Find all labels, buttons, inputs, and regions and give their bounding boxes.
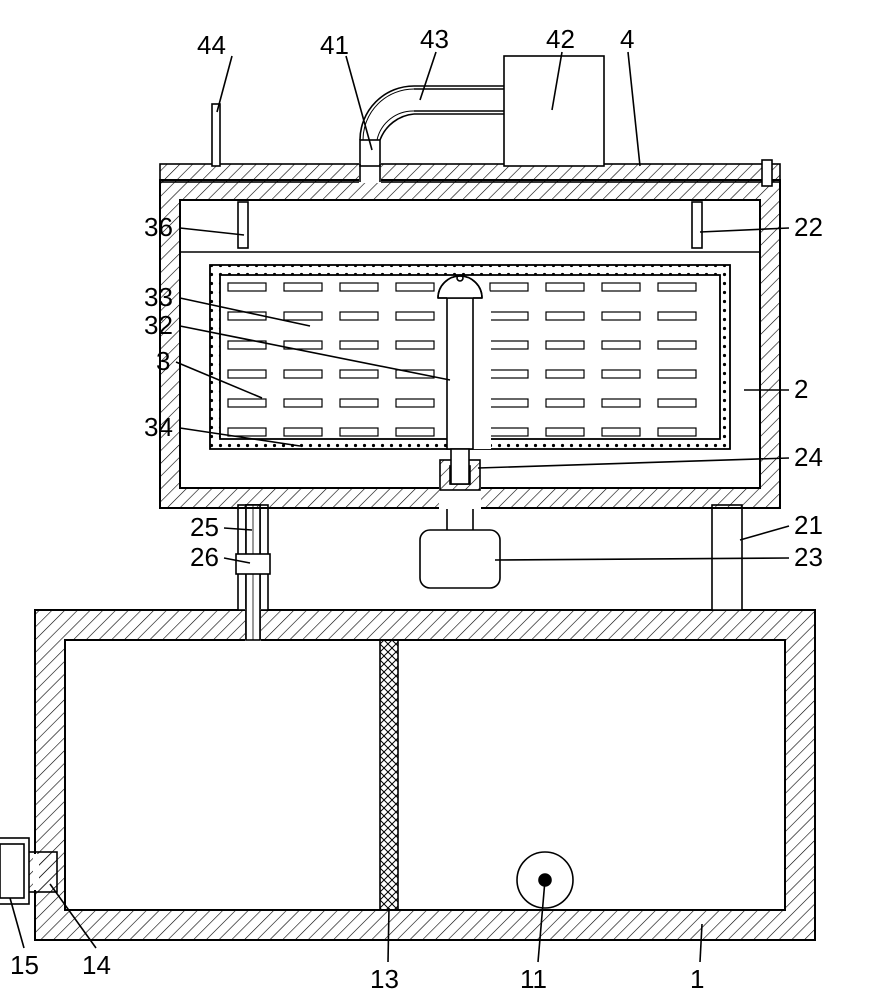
label-44: 44 [197, 30, 226, 60]
guide-rod-0 [238, 202, 248, 248]
drum-slot [340, 341, 378, 349]
label-26: 26 [190, 542, 219, 572]
drum-slot [396, 283, 434, 291]
leader-24 [478, 458, 789, 468]
label-3: 3 [156, 346, 170, 376]
label-33: 33 [144, 282, 173, 312]
label-13: 13 [370, 964, 399, 994]
label-14: 14 [82, 950, 111, 980]
drum-slot [658, 399, 696, 407]
drum-shaft-body [447, 298, 473, 449]
leader-23 [495, 558, 789, 560]
diagram-svg: 4441434243622333233422425262123151413111 [0, 0, 893, 1000]
support-leg-1 [712, 505, 742, 610]
drum-slot [546, 428, 584, 436]
drum-slot [546, 399, 584, 407]
drain-valve [236, 554, 270, 574]
drum-slot [340, 399, 378, 407]
drum-slot [228, 399, 266, 407]
label-23: 23 [794, 542, 823, 572]
leader-36 [180, 228, 244, 235]
drum-slot [546, 283, 584, 291]
drum-slot [602, 399, 640, 407]
label-22: 22 [794, 212, 823, 242]
drum-slot [228, 428, 266, 436]
drum-slot [658, 341, 696, 349]
drum-slot [546, 341, 584, 349]
label-15: 15 [10, 950, 39, 980]
drum-slot [490, 399, 528, 407]
drum-slot [340, 428, 378, 436]
lid-handle [762, 160, 772, 186]
label-36: 36 [144, 212, 173, 242]
drum-slot [546, 312, 584, 320]
leader-13 [388, 908, 389, 962]
leader-44 [217, 56, 232, 112]
drum-slot [396, 341, 434, 349]
drum-slot [490, 283, 528, 291]
drum-slot [490, 341, 528, 349]
drum-slot [490, 312, 528, 320]
drum-slot [284, 428, 322, 436]
label-1: 1 [690, 964, 704, 994]
leader-21 [740, 526, 789, 540]
hopper [504, 56, 604, 166]
drum-slot [284, 312, 322, 320]
leader-41 [346, 56, 372, 150]
drum-slot [546, 370, 584, 378]
drum-slot [396, 399, 434, 407]
filter-wall [380, 640, 398, 910]
drum-slot [284, 370, 322, 378]
guide-rod-1 [692, 202, 702, 248]
drum-slot [340, 283, 378, 291]
drum-slot [602, 312, 640, 320]
leader-4 [628, 52, 640, 166]
drum-slot [396, 428, 434, 436]
drum-slot [658, 370, 696, 378]
lower-tank-wall [35, 610, 815, 940]
drum-slot [602, 283, 640, 291]
drum-slot [228, 283, 266, 291]
drum-slot [284, 283, 322, 291]
drum-slot [658, 283, 696, 291]
label-43: 43 [420, 24, 449, 54]
label-4: 4 [620, 24, 634, 54]
drum-slot [602, 428, 640, 436]
breather-tube [212, 104, 220, 166]
label-32: 32 [144, 310, 173, 340]
label-24: 24 [794, 442, 823, 472]
drum-slot [490, 428, 528, 436]
diagram-root: 4441434243622333233422425262123151413111 [0, 0, 893, 1000]
drum-shaft-lower [451, 449, 469, 484]
drum-slot [396, 312, 434, 320]
label-2: 2 [794, 374, 808, 404]
drum-slot [490, 370, 528, 378]
label-34: 34 [144, 412, 173, 442]
drum-slot [602, 370, 640, 378]
drum-slot [228, 370, 266, 378]
drum-slot [396, 370, 434, 378]
leader-43 [420, 52, 436, 100]
drum-slot [340, 312, 378, 320]
leader-15 [10, 898, 24, 948]
drum-slot [602, 341, 640, 349]
label-25: 25 [190, 512, 219, 542]
drum-slot [658, 428, 696, 436]
label-11: 11 [520, 964, 547, 994]
label-41: 41 [320, 30, 349, 60]
drum-slot [284, 399, 322, 407]
drum-slot [658, 312, 696, 320]
lid-plate [160, 164, 780, 182]
drum-slot [340, 370, 378, 378]
label-42: 42 [546, 24, 575, 54]
label-21: 21 [794, 510, 823, 540]
motor-body [420, 530, 500, 588]
